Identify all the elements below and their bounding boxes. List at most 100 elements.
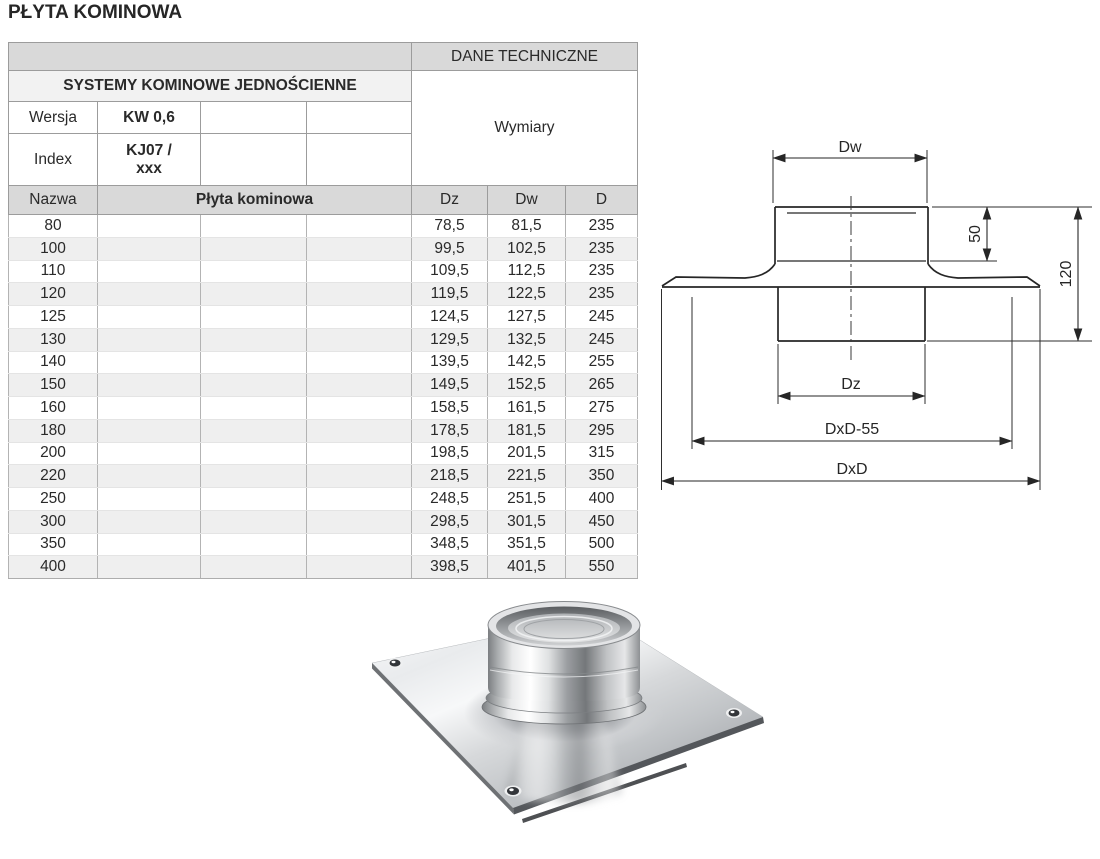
empty-cell: [306, 305, 412, 329]
columns-header-row: Nazwa Płyta kominowa Dz Dw D: [8, 185, 638, 215]
cell-dz: 398,5: [411, 555, 488, 579]
table-row: 130 129,5 132,5 245: [8, 327, 638, 352]
empty-cell: [200, 327, 307, 352]
empty-cell: [97, 555, 201, 579]
cell-d: 350: [565, 464, 638, 488]
extension-lines: [661, 150, 1092, 490]
cell-d: 295: [565, 418, 638, 443]
dim-label-dxd55: DxD-55: [825, 421, 879, 438]
empty-cell: [306, 282, 412, 306]
cell-dw: 221,5: [487, 464, 566, 488]
table-row: 200 198,5 201,5 315: [8, 441, 638, 466]
empty-cell: [200, 373, 307, 397]
empty-cell: [200, 396, 307, 420]
cell-dz: 119,5: [411, 282, 488, 306]
table-row: 100 99,5 102,5 235: [8, 236, 638, 261]
empty-cell: [97, 532, 201, 557]
empty-cell: [97, 214, 201, 238]
screw-hole: [387, 658, 403, 668]
cell-dw: 301,5: [487, 509, 566, 534]
table-row: 150 149,5 152,5 265: [8, 373, 638, 397]
cell-name: 350: [8, 532, 98, 557]
empty-cell: [306, 350, 412, 375]
table-row: 350 348,5 351,5 500: [8, 532, 638, 557]
dim-label-120: 120: [1058, 261, 1075, 288]
empty-cell: [200, 350, 307, 375]
cell-name: 250: [8, 487, 98, 511]
table-row: 120 119,5 122,5 235: [8, 282, 638, 306]
table-row: 400 398,5 401,5 550: [8, 555, 638, 579]
cell-d: 275: [565, 396, 638, 420]
table-row: 300 298,5 301,5 450: [8, 509, 638, 534]
cell-dw: 401,5: [487, 555, 566, 579]
column-header-dw: Dw: [487, 185, 566, 215]
cell-dw: 142,5: [487, 350, 566, 375]
group-header-row: SYSTEMY KOMINOWE JEDNOŚCIENNE Wymiary: [8, 70, 638, 186]
cell-dz: 348,5: [411, 532, 488, 557]
table-row: 220 218,5 221,5 350: [8, 464, 638, 488]
empty-cell: [200, 259, 307, 284]
empty-cell: [97, 373, 201, 397]
empty-cell: [200, 305, 307, 329]
table-row: 250 248,5 251,5 400: [8, 487, 638, 511]
empty-cell: [200, 282, 307, 306]
cell-name: 300: [8, 509, 98, 534]
cell-dw: 251,5: [487, 487, 566, 511]
empty-cell: [306, 373, 412, 397]
empty-cell: [97, 282, 201, 306]
collar-cylinder: [481, 601, 647, 725]
technical-drawing: Dw 50 120 Dz DxD-55 DxD: [660, 139, 1092, 490]
size-rows: 80 78,5 81,5 235 100 99,5 102,5 235 110 109,5 112,…: [8, 214, 638, 579]
cell-dw: 181,5: [487, 418, 566, 443]
empty-cell: [97, 418, 201, 443]
empty-cell: [306, 259, 412, 284]
empty-cell: [200, 133, 307, 186]
cell-name: 180: [8, 418, 98, 443]
plate-edge-left: [372, 663, 514, 815]
cell-name: 125: [8, 305, 98, 329]
empty-cell: [306, 464, 412, 488]
dimension-lines: [660, 153, 1083, 486]
cell-dz: 248,5: [411, 487, 488, 511]
cell-dw: 81,5: [487, 214, 566, 238]
empty-cell: [97, 259, 201, 284]
cell-dz: 124,5: [411, 305, 488, 329]
cell-name: 160: [8, 396, 98, 420]
cell-dw: 161,5: [487, 396, 566, 420]
table-row: 160 158,5 161,5 275: [8, 396, 638, 420]
cell-name: 130: [8, 327, 98, 352]
cell-name: 120: [8, 282, 98, 306]
empty-cell: [97, 464, 201, 488]
empty-cell: [306, 133, 412, 186]
empty-cell: [200, 464, 307, 488]
cell-dz: 99,5: [411, 236, 488, 261]
empty-cell: [306, 418, 412, 443]
part-detail-lines: [777, 212, 926, 262]
cell-d: 400: [565, 487, 638, 511]
collar-reflection: [506, 707, 622, 804]
dane-techniczne-header: DANE TECHNICZNE: [411, 42, 638, 71]
dim-label-dw: Dw: [838, 139, 862, 156]
wersja-value: KW 0,6: [97, 101, 201, 134]
wymiary-cell: Wymiary: [411, 70, 638, 186]
table-row: 110 109,5 112,5 235: [8, 259, 638, 284]
cell-d: 450: [565, 509, 638, 534]
cell-name: 200: [8, 441, 98, 466]
cell-d: 235: [565, 259, 638, 284]
column-header-d: D: [565, 185, 638, 215]
empty-cell: [200, 418, 307, 443]
cell-name: 100: [8, 236, 98, 261]
empty-cell: [97, 327, 201, 352]
dim-label-50: 50: [967, 225, 984, 243]
cell-dw: 122,5: [487, 282, 566, 306]
empty-cell: [306, 396, 412, 420]
empty-cell: [97, 509, 201, 534]
cell-d: 255: [565, 350, 638, 375]
table-row: 180 178,5 181,5 295: [8, 418, 638, 443]
empty-cell: [306, 101, 412, 134]
nazwa-label: Nazwa: [8, 185, 98, 215]
empty-cell: [97, 487, 201, 511]
cell-dz: 298,5: [411, 509, 488, 534]
cell-dz: 149,5: [411, 373, 488, 397]
